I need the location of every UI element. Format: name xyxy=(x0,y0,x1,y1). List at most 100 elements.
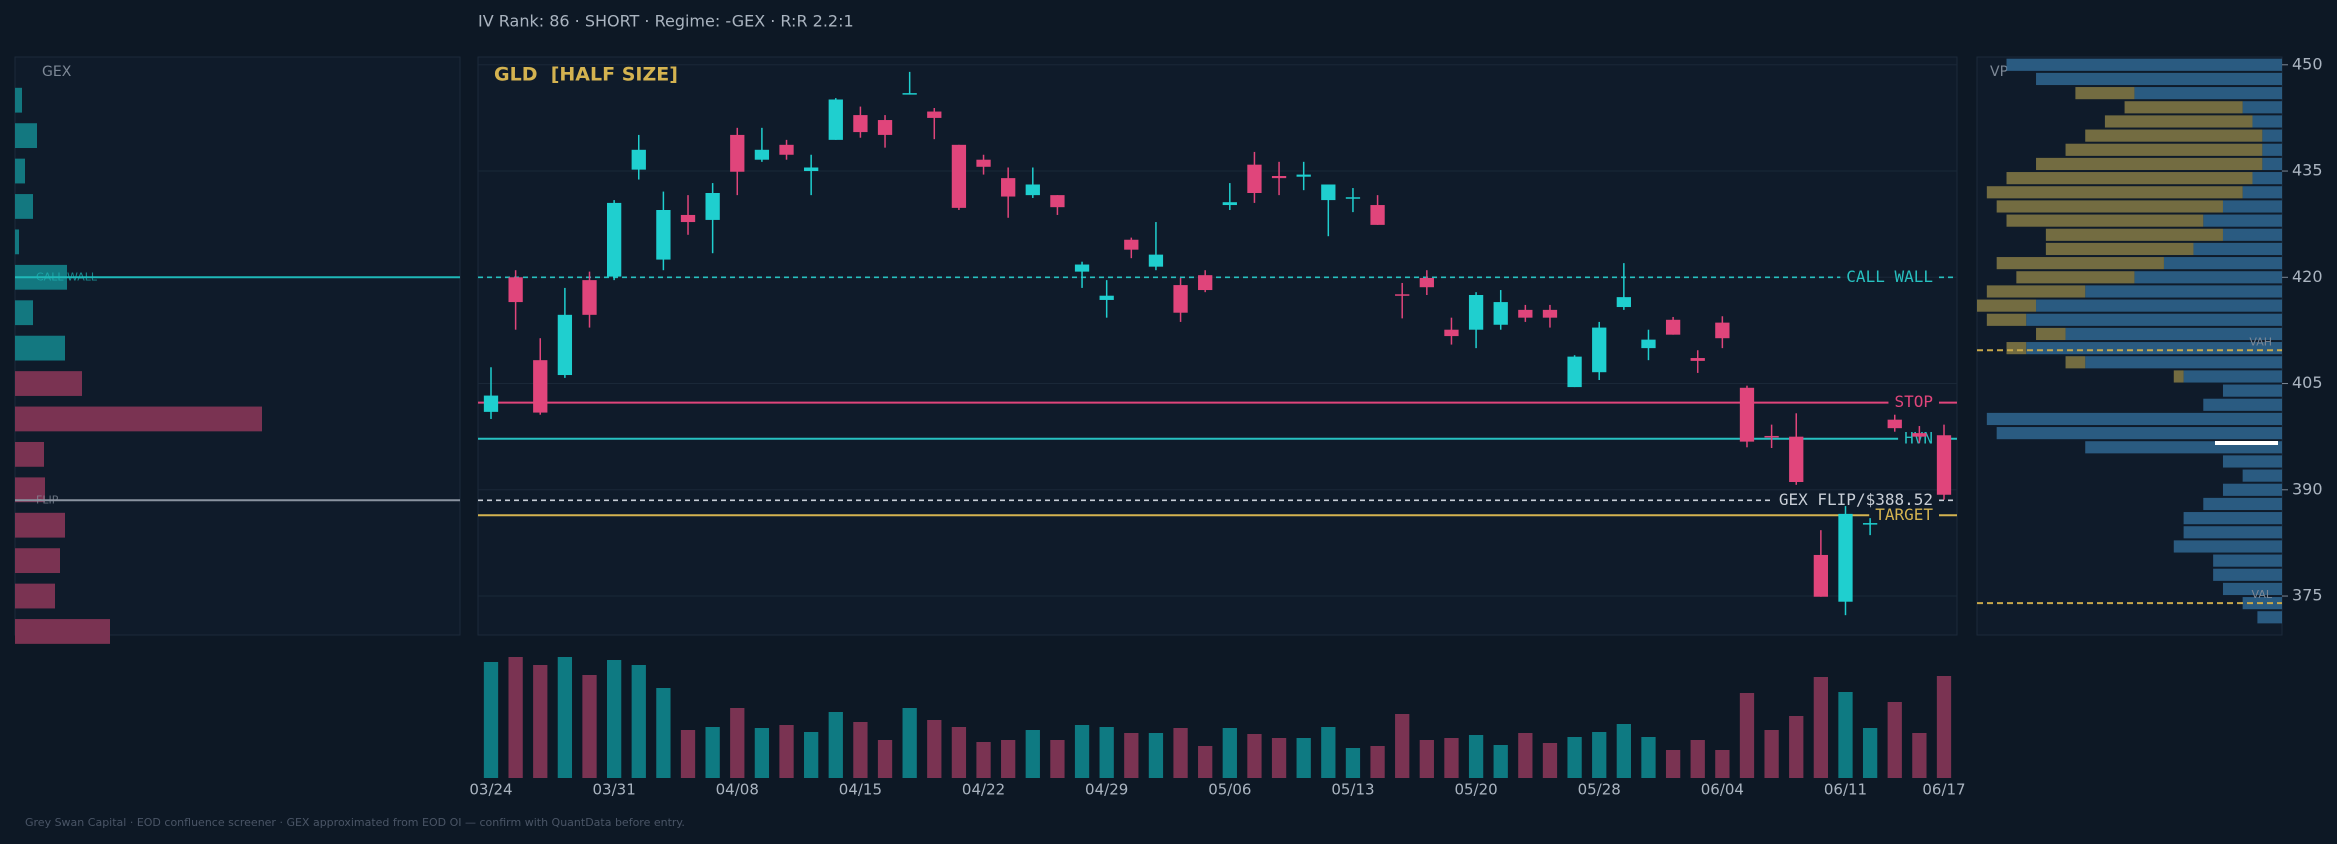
volume-bar xyxy=(1887,702,1902,778)
gex-bar xyxy=(15,583,55,609)
volume-bar xyxy=(927,720,942,778)
candle-body xyxy=(533,360,548,413)
candle-body xyxy=(1296,174,1311,177)
candle-body xyxy=(1050,195,1065,208)
profile-bar xyxy=(2163,257,2282,270)
profile-bar xyxy=(2203,497,2282,511)
volume-bar xyxy=(1690,740,1705,778)
level-label: CALL WALL xyxy=(1846,267,1933,286)
volume-bar xyxy=(902,708,917,778)
volume-bar xyxy=(1050,740,1065,778)
volume-bar xyxy=(1641,737,1656,778)
volume-bar xyxy=(1419,740,1434,778)
candle-body xyxy=(1025,184,1040,196)
candle-body xyxy=(1124,239,1139,250)
volume-bar xyxy=(1616,724,1631,778)
volume-bar xyxy=(1912,733,1927,778)
candle-body xyxy=(853,115,868,133)
volume-bar xyxy=(1764,730,1779,778)
candle-body xyxy=(1936,435,1952,495)
profile-bar xyxy=(2045,242,2194,256)
candle-body xyxy=(1764,435,1779,438)
x-tick-label: 05/13 xyxy=(1331,781,1374,799)
volume-bar xyxy=(1321,727,1336,778)
profile-bar xyxy=(2065,356,2086,369)
candle-body xyxy=(582,280,597,315)
volume-bar xyxy=(976,742,991,778)
profile-bar xyxy=(2016,271,2135,284)
profile-bar xyxy=(1986,285,2086,298)
profile-bar xyxy=(2026,313,2282,326)
candle-body xyxy=(1222,202,1237,206)
candle-body xyxy=(1862,523,1878,525)
candle-body xyxy=(1542,309,1558,318)
x-tick-label: 06/04 xyxy=(1701,781,1744,799)
candle-body xyxy=(1715,322,1730,339)
candle-body xyxy=(1444,329,1459,337)
level-label: HVN xyxy=(1904,428,1933,447)
volume-bar xyxy=(1222,728,1237,778)
volume-bar xyxy=(1518,733,1533,778)
y-tick-label: 390 xyxy=(2292,479,2323,498)
profile-bar xyxy=(2203,214,2282,227)
profile-bar xyxy=(2036,72,2282,86)
profile-bar xyxy=(2222,384,2282,397)
profile-bar xyxy=(2085,129,2263,142)
volume-bar xyxy=(853,722,868,778)
profile-bar xyxy=(2242,101,2282,114)
profile-bar xyxy=(2173,540,2282,553)
candle-body xyxy=(1001,178,1016,197)
candle-body xyxy=(1468,295,1484,330)
candle-body xyxy=(705,193,720,220)
profile-bar xyxy=(2183,526,2282,539)
profile-bar xyxy=(2065,143,2263,156)
profile-bar xyxy=(2124,101,2243,114)
candle-body xyxy=(1616,297,1631,308)
volume-bar xyxy=(1025,730,1040,778)
profile-bar xyxy=(2257,611,2282,624)
gex-bar xyxy=(15,406,262,432)
profile-bar xyxy=(2134,87,2282,100)
candle-body xyxy=(828,99,843,140)
profile-bar xyxy=(2222,228,2282,241)
level-label: TARGET xyxy=(1875,505,1933,524)
volume-bar xyxy=(1198,746,1213,778)
profile-bar xyxy=(2006,214,2204,227)
gex-bar xyxy=(15,123,37,149)
candle-body xyxy=(902,93,917,95)
candle-body xyxy=(1419,278,1434,288)
x-tick-label: 04/22 xyxy=(962,781,1005,799)
profile-bar xyxy=(2262,143,2282,156)
volume-bar xyxy=(730,708,745,778)
candle-body xyxy=(754,149,770,160)
profile-bar xyxy=(1996,257,2164,270)
candle-body xyxy=(779,144,794,155)
profile-bar xyxy=(2173,370,2184,383)
volume-bar xyxy=(656,688,671,778)
gex-level-label: FLIP xyxy=(36,493,59,506)
profile-bar xyxy=(2085,356,2282,369)
volume-bar xyxy=(1567,737,1582,778)
profile-bar xyxy=(2262,129,2282,142)
candle-body xyxy=(508,277,523,303)
volume-bar xyxy=(754,728,770,778)
profile-bar xyxy=(1986,313,2027,326)
x-tick-label: 05/28 xyxy=(1578,781,1621,799)
candle-body xyxy=(1665,319,1681,335)
candle-body xyxy=(1099,295,1114,300)
profile-bar xyxy=(2193,242,2282,256)
profile-bar xyxy=(2183,370,2282,383)
volume-bar xyxy=(828,712,843,778)
volume-bar xyxy=(1862,728,1878,778)
candle-body xyxy=(1887,419,1902,429)
price-title: GLD [HALF SIZE] xyxy=(494,64,678,86)
gex-bar xyxy=(15,335,65,361)
value-area-label: VAL xyxy=(2252,588,2273,601)
y-tick-label: 450 xyxy=(2292,54,2323,73)
volume-bar xyxy=(1665,750,1681,778)
y-tick-label: 435 xyxy=(2292,161,2323,180)
volume-bar xyxy=(483,662,499,778)
profile-bar xyxy=(2222,582,2282,596)
profile-bar xyxy=(2203,398,2282,411)
